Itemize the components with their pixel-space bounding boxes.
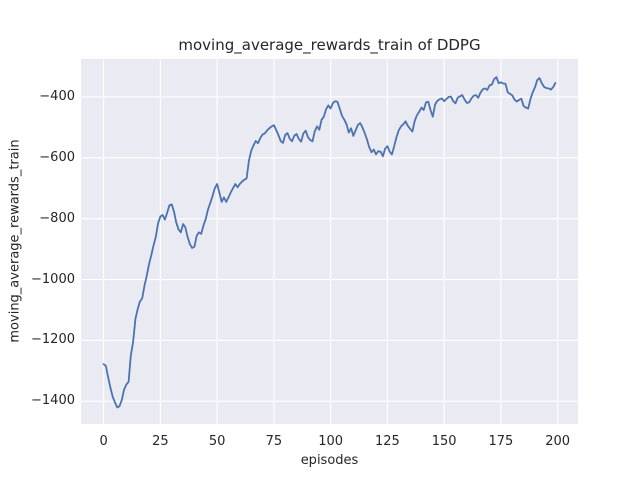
y-tick-label: −1200 bbox=[31, 332, 75, 348]
data-line bbox=[102, 76, 557, 409]
x-tick-label: 0 bbox=[99, 434, 108, 449]
x-tick-label: 125 bbox=[374, 434, 400, 449]
x-tick-label: 75 bbox=[265, 434, 283, 449]
x-tick-label: 150 bbox=[431, 434, 457, 449]
y-tick-label: −1400 bbox=[31, 393, 75, 409]
plot-background bbox=[81, 59, 578, 424]
x-axis-label: episodes bbox=[300, 453, 359, 468]
x-tick-label: 200 bbox=[545, 434, 571, 449]
y-tick-label: −800 bbox=[39, 210, 75, 226]
x-tick-label: 25 bbox=[152, 434, 169, 449]
x-tick-label: 175 bbox=[488, 434, 514, 449]
y-tick-label: −600 bbox=[39, 149, 75, 165]
x-tick-label: 50 bbox=[208, 434, 226, 449]
chart-title: moving_average_rewards_train of DDPG bbox=[178, 36, 481, 54]
x-tick-label: 100 bbox=[318, 434, 344, 449]
y-axis-label: moving_average_rewards_train bbox=[7, 139, 23, 343]
y-tick-label: −1000 bbox=[31, 271, 75, 287]
y-tick-label: −400 bbox=[39, 88, 75, 104]
